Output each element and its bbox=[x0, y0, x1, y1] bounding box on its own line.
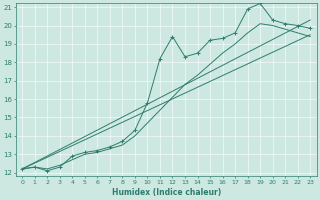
X-axis label: Humidex (Indice chaleur): Humidex (Indice chaleur) bbox=[112, 188, 221, 197]
